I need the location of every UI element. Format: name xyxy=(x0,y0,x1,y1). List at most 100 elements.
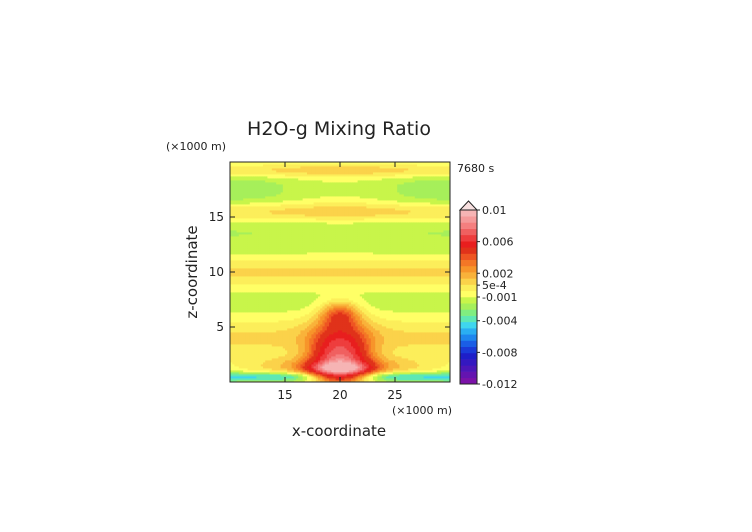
field-cell xyxy=(291,346,295,349)
field-cell xyxy=(392,376,396,379)
field-cell xyxy=(401,318,405,321)
field-cell xyxy=(439,304,442,307)
field-cell xyxy=(388,310,391,313)
field-cell xyxy=(340,362,343,365)
field-cell xyxy=(274,350,277,353)
field-cell xyxy=(293,376,297,379)
field-cell xyxy=(351,308,354,311)
field-cell xyxy=(436,316,440,319)
field-cell xyxy=(293,320,297,323)
field-cell xyxy=(278,360,281,363)
field-cell xyxy=(238,362,242,365)
field-cell xyxy=(313,314,317,317)
field-cell xyxy=(313,358,317,361)
field-cell xyxy=(232,318,235,321)
field-cell xyxy=(296,304,299,307)
field-cell xyxy=(311,368,314,371)
field-cell xyxy=(263,352,266,355)
field-cell xyxy=(265,320,268,323)
field-cell xyxy=(439,342,442,345)
field-cell xyxy=(441,306,444,309)
field-cell xyxy=(423,310,427,313)
field-cell xyxy=(326,316,330,319)
field-cell xyxy=(241,352,244,355)
field-cell xyxy=(399,354,402,357)
field-cell xyxy=(342,304,345,307)
field-cell xyxy=(390,334,394,337)
field-cell xyxy=(445,348,449,351)
field-cell xyxy=(368,330,372,333)
field-cell xyxy=(381,314,385,317)
field-cell xyxy=(368,332,372,335)
field-cell xyxy=(256,328,259,331)
field-cell xyxy=(395,328,398,331)
field-cell xyxy=(269,364,273,367)
field-cell xyxy=(287,358,290,361)
field-cell xyxy=(364,364,367,367)
field-cell xyxy=(439,322,442,325)
field-cell xyxy=(373,312,376,315)
field-cell xyxy=(340,348,343,351)
field-cell xyxy=(304,312,308,315)
field-cell xyxy=(263,344,266,347)
field-cell xyxy=(300,372,303,375)
field-cell xyxy=(285,332,288,335)
field-cell xyxy=(412,336,416,339)
field-cell xyxy=(434,318,438,321)
field-cell xyxy=(335,356,339,359)
field-cell xyxy=(412,380,416,382)
field-cell xyxy=(348,328,352,331)
field-cell xyxy=(326,332,330,335)
field-cell xyxy=(234,344,237,347)
field-cell xyxy=(234,362,237,365)
field-cell xyxy=(285,366,288,369)
field-cell xyxy=(432,328,435,331)
field-cell xyxy=(252,358,255,361)
field-cell xyxy=(357,342,361,345)
field-cell xyxy=(302,332,306,335)
field-cell xyxy=(373,354,376,357)
field-cell xyxy=(335,354,339,357)
field-cell xyxy=(443,322,446,325)
field-cell xyxy=(333,330,336,333)
field-cell xyxy=(280,362,284,365)
field-cell xyxy=(252,326,255,329)
field-cell xyxy=(274,334,277,337)
field-cell xyxy=(439,332,442,335)
field-cell xyxy=(282,304,286,307)
field-cell xyxy=(238,330,242,333)
field-cell xyxy=(384,324,387,327)
field-cell xyxy=(326,306,330,309)
field-cell xyxy=(267,314,270,317)
field-cell xyxy=(425,310,429,313)
field-cell xyxy=(342,348,345,351)
field-cell xyxy=(335,374,339,377)
field-cell xyxy=(300,354,303,357)
field-cell xyxy=(392,328,396,331)
field-cell xyxy=(254,356,257,359)
field-cell xyxy=(384,364,387,367)
field-cell xyxy=(313,368,317,371)
field-cell xyxy=(326,334,330,337)
field-cell xyxy=(359,362,363,365)
field-cell xyxy=(375,364,378,367)
field-cell xyxy=(340,316,343,319)
field-cell xyxy=(348,356,352,359)
field-cell xyxy=(315,306,319,309)
field-cell xyxy=(331,342,334,345)
field-cell xyxy=(346,358,350,361)
field-cell xyxy=(439,326,442,329)
field-cell xyxy=(410,362,413,365)
field-cell xyxy=(282,362,286,365)
field-cell xyxy=(258,356,262,359)
field-cell xyxy=(436,332,440,335)
field-cell xyxy=(254,344,257,347)
field-cell xyxy=(326,322,330,325)
field-cell xyxy=(245,364,248,367)
field-cell xyxy=(243,380,246,382)
field-cell xyxy=(346,334,350,337)
field-cell xyxy=(254,320,257,323)
field-cell xyxy=(298,314,301,317)
field-cell xyxy=(410,330,413,333)
field-cell xyxy=(377,346,380,349)
